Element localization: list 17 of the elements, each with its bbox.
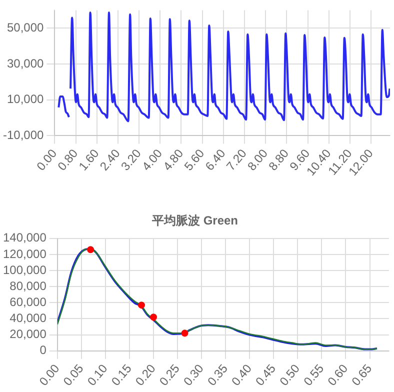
- y-tick-label: 20,000: [10, 327, 47, 342]
- y-tick-label: 50,000: [6, 20, 44, 34]
- y-tick-label: 60,000: [10, 294, 47, 309]
- chart-title: 平均脈波 Green: [150, 214, 238, 228]
- y-tick-label: -10,000: [2, 128, 44, 142]
- y-tick-label: 100,000: [2, 262, 47, 277]
- y-tick-label: 120,000: [2, 246, 47, 261]
- y-tick-label: 10,000: [6, 92, 44, 106]
- y-tick-label: 30,000: [6, 56, 44, 70]
- point: [181, 330, 188, 337]
- point: [87, 246, 94, 254]
- y-tick-label: 40,000: [10, 311, 47, 326]
- point: [150, 314, 157, 321]
- y-tick-label: 0: [40, 343, 47, 358]
- point: [138, 302, 145, 309]
- y-tick-label: 140,000: [2, 230, 47, 245]
- y-tick-label: 80,000: [10, 278, 47, 293]
